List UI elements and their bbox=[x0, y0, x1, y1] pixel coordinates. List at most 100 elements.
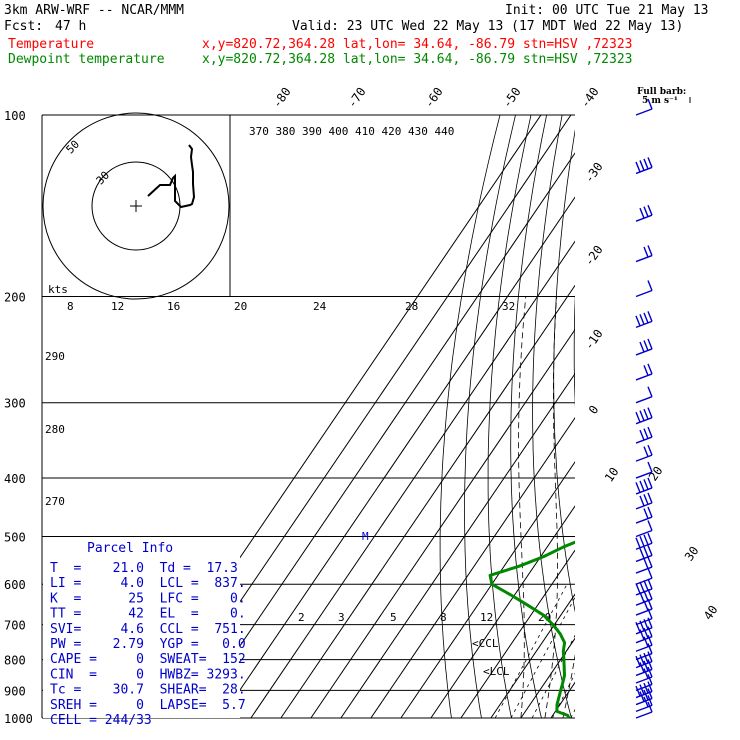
mixing-ratio-label: 8 bbox=[440, 611, 447, 624]
isotherm-label: 30 bbox=[682, 544, 702, 564]
wind-barbs bbox=[635, 98, 653, 719]
wind-barb bbox=[635, 280, 653, 298]
pressure-tick-label: 1000 bbox=[4, 712, 33, 726]
dry-adiabat-line bbox=[667, 115, 740, 718]
wind-barb bbox=[635, 477, 653, 495]
isotherm-label: -60 bbox=[422, 85, 446, 111]
dry-adiabat-line bbox=[532, 115, 572, 719]
wind-barb bbox=[635, 407, 653, 425]
parcel-info-rows: T = 21.0 Td = 17.3LI = 4.0 LCL = 837.K =… bbox=[50, 561, 246, 728]
dewpoint-legend: Dewpoint temperature bbox=[8, 52, 165, 67]
isotherm-line bbox=[220, 196, 575, 719]
wind-barb bbox=[635, 688, 653, 706]
isotherm-label: -40 bbox=[578, 85, 602, 111]
pressure-tick-label: 200 bbox=[4, 291, 26, 305]
isotherm-label: -50 bbox=[500, 85, 524, 111]
dry-adiabat-line bbox=[487, 115, 532, 719]
parcel-info-row: CAPE = 0 SWEAT= 152 bbox=[50, 652, 246, 667]
pressure-tick-label: 600 bbox=[4, 578, 26, 592]
parcel-info-row: T = 21.0 Td = 17.3 bbox=[50, 561, 238, 576]
wind-barb bbox=[635, 245, 653, 263]
valid-time: Valid: 23 UTC Wed 22 May 13 (17 MDT Wed … bbox=[292, 19, 683, 34]
isotherm-label: 40 bbox=[701, 603, 721, 623]
wind-barb bbox=[635, 545, 653, 563]
wind-barb bbox=[635, 532, 653, 550]
model-name: 3km ARW-WRF -- NCAR/MMM bbox=[4, 3, 184, 18]
parcel-info-row: Tc = 30.7 SHEAR= 28. bbox=[50, 683, 246, 698]
isotherm-label: -10 bbox=[582, 327, 606, 353]
parcel-info-row: TT = 42 EL = 0. bbox=[50, 607, 246, 622]
pressure-tick-label: 800 bbox=[4, 654, 26, 668]
mixing-ratio-line bbox=[510, 596, 575, 719]
parcel-info-row: SREH = 0 LAPSE= 5.7 bbox=[50, 698, 246, 713]
isotherm-line bbox=[611, 115, 740, 718]
hodograph: 50 30 kts bbox=[42, 112, 230, 300]
wind-barb bbox=[635, 461, 653, 479]
chart-header: 3km ARW-WRF -- NCAR/MMM Init: 00 UTC Tue… bbox=[4, 3, 709, 67]
wind-barb bbox=[635, 701, 653, 719]
wind-barb bbox=[635, 520, 653, 538]
wind-barb bbox=[635, 659, 653, 677]
wind-barb bbox=[635, 338, 653, 356]
theta-e-label: 410 bbox=[355, 125, 375, 138]
wind-barb bbox=[635, 567, 653, 585]
pressure-tick-label: 300 bbox=[4, 397, 26, 411]
theta-label: 280 bbox=[45, 423, 65, 436]
dry-adiabat-line bbox=[573, 293, 575, 409]
hodograph-ring-outer bbox=[42, 112, 230, 300]
pressure-tick-label: 900 bbox=[4, 684, 26, 698]
wind-barb bbox=[635, 426, 653, 444]
hodograph-speed-label: 28 bbox=[405, 300, 418, 313]
lcl-marker: <LCL bbox=[483, 665, 510, 678]
parcel-info-row: CELL = 244/33 bbox=[50, 713, 152, 728]
dry-adiabat-line bbox=[685, 115, 740, 718]
isotherm-line bbox=[460, 549, 575, 719]
m-marker: M bbox=[362, 530, 369, 543]
wind-barb bbox=[635, 386, 653, 404]
isotherm-label: 0 bbox=[586, 403, 602, 417]
isotherm-line bbox=[340, 372, 575, 719]
dry-adiabat-line bbox=[733, 115, 740, 718]
isotherm-line bbox=[430, 505, 575, 719]
isotherm-line bbox=[490, 593, 575, 719]
ccl-marker: <CCL bbox=[472, 637, 499, 650]
theta-label: 270 bbox=[45, 495, 65, 508]
isotherm-label: -80 bbox=[270, 85, 294, 111]
parcel-info-row: PW = 2.79 YGP = 0.0 bbox=[50, 637, 246, 652]
parcel-info-row: SVI= 4.6 CCL = 751. bbox=[50, 622, 246, 637]
init-time: Init: 00 UTC Tue 21 May 13 bbox=[505, 3, 709, 18]
forecast-hour: 47 h bbox=[55, 19, 86, 34]
mixing-ratio-line bbox=[570, 708, 575, 719]
wind-barb bbox=[635, 492, 653, 510]
wind-barb bbox=[635, 695, 653, 713]
pressure-tick-label: 400 bbox=[4, 472, 26, 486]
theta-e-label: 380 bbox=[276, 125, 296, 138]
theta-e-label: 370 bbox=[249, 125, 269, 138]
isotherm-line bbox=[400, 461, 575, 719]
mixing-ratio-line bbox=[494, 584, 568, 719]
dewpoint-profile bbox=[488, 540, 575, 719]
isotherm-line bbox=[581, 115, 740, 718]
wind-barb bbox=[635, 643, 653, 661]
wind-barb bbox=[635, 311, 653, 329]
wind-barb bbox=[635, 363, 653, 381]
dry-adiabat-line bbox=[510, 115, 547, 719]
wind-barb bbox=[635, 98, 653, 116]
dewpoint-location: x,y=820.72,364.28 lat,lon= 34.64, -86.79… bbox=[202, 52, 632, 67]
wind-barb bbox=[635, 506, 653, 524]
wind-barb bbox=[635, 651, 653, 669]
isotherm-label: 10 bbox=[602, 465, 622, 485]
parcel-info-title: Parcel Info bbox=[87, 541, 173, 556]
isotherm-label: -30 bbox=[582, 160, 606, 186]
mixing-ratio-label: 5 bbox=[390, 611, 397, 624]
wind-barb bbox=[635, 674, 653, 692]
barb-legend-line1: Full barb: bbox=[637, 87, 686, 97]
hodograph-speed-label: 16 bbox=[167, 300, 180, 313]
isotherm-line bbox=[641, 115, 740, 718]
wind-barb bbox=[635, 666, 653, 684]
dry-adiabat-line bbox=[553, 128, 575, 613]
parcel-info-panel: Parcel Info T = 21.0 Td = 17.3LI = 4.0 L… bbox=[43, 537, 246, 728]
dry-adiabat-line bbox=[717, 115, 740, 718]
temperature-legend: Temperature bbox=[8, 37, 94, 52]
